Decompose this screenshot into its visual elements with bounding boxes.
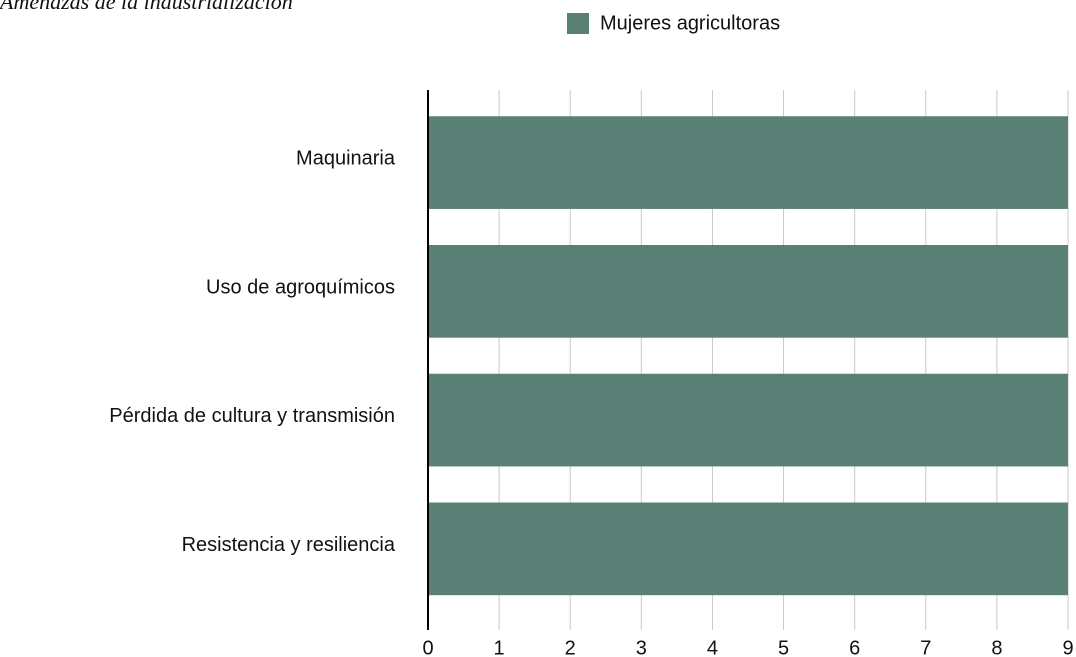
bar <box>428 244 1068 338</box>
bar <box>428 502 1068 596</box>
x-tick-label: 1 <box>494 637 505 657</box>
bar <box>428 373 1068 467</box>
legend-label: Mujeres agricultoras <box>600 12 780 34</box>
x-tick-label: 8 <box>991 637 1002 657</box>
x-tick-label: 6 <box>849 637 860 657</box>
x-tick-label: 7 <box>920 637 931 657</box>
bar <box>428 116 1068 209</box>
x-tick-label: 2 <box>565 637 576 657</box>
y-tick-label: Resistencia y resiliencia <box>182 534 396 556</box>
y-tick-label: Maquinaria <box>296 148 396 170</box>
x-tick-label: 3 <box>636 637 647 657</box>
x-tick-label: 0 <box>422 637 433 657</box>
chart-title: Amenazas de la industrialización <box>0 0 293 14</box>
x-tick-label: 4 <box>707 637 718 657</box>
x-tick-label: 5 <box>778 637 789 657</box>
y-tick-label: Uso de agroquímicos <box>206 276 395 298</box>
x-tick-label: 9 <box>1062 637 1073 657</box>
y-tick-label: Pérdida de cultura y transmisión <box>109 405 395 427</box>
legend-swatch <box>567 13 589 34</box>
